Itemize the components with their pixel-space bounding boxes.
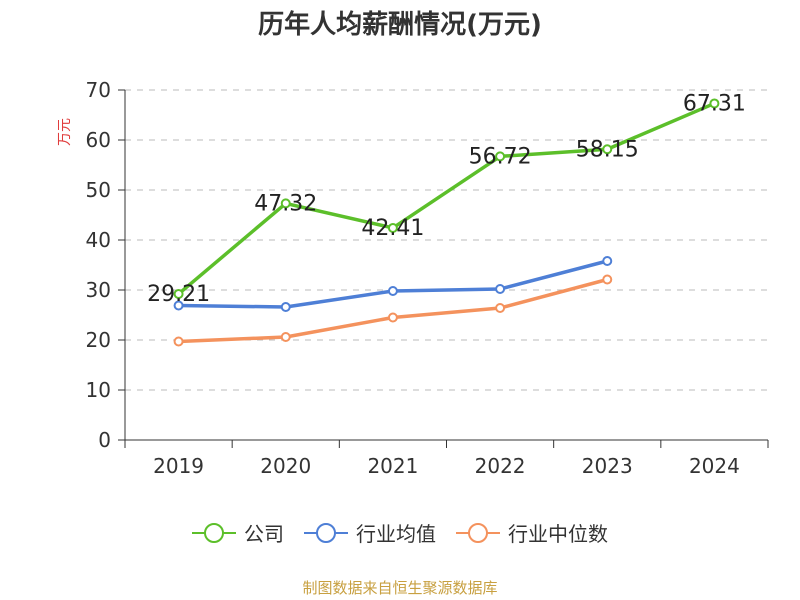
legend-item-industry-mean[interactable]: 行业均值 — [304, 518, 436, 547]
legend-item-company[interactable]: 公司 — [192, 518, 284, 547]
y-tick-label: 60 — [86, 128, 111, 152]
data-point — [280, 332, 291, 342]
legend-label-company: 公司 — [244, 522, 284, 546]
data-point — [495, 303, 506, 313]
y-tick-label: 40 — [86, 228, 111, 252]
x-tick-label: 2021 — [367, 454, 418, 478]
legend-marker-company — [192, 522, 236, 543]
series-line-0 — [177, 101, 716, 296]
legend-marker-industry-mean — [304, 522, 348, 543]
y-tick-label: 10 — [86, 378, 111, 402]
data-point — [280, 302, 291, 312]
chart-title: 历年人均薪酬情况(万元) — [258, 10, 542, 40]
data-label: 58.15 — [576, 137, 639, 162]
data-label: 56.72 — [469, 144, 532, 169]
data-point — [387, 312, 398, 323]
data-point — [280, 198, 291, 209]
series-line-1 — [178, 259, 608, 309]
y-tick-label: 70 — [86, 78, 111, 102]
legend-label-industry-mean: 行业均值 — [356, 522, 436, 546]
legend-label-industry-median: 行业中位数 — [508, 522, 608, 546]
x-tick-label: 2024 — [689, 454, 740, 478]
data-point — [173, 336, 184, 347]
data-point — [387, 286, 398, 296]
data-point — [602, 144, 613, 155]
data-label: 47.32 — [254, 191, 317, 216]
x-tick-label: 2022 — [475, 454, 526, 478]
data-point — [709, 98, 720, 109]
source-note: 制图数据来自恒生聚源数据库 — [302, 579, 498, 597]
data-label: 42.41 — [361, 216, 424, 241]
data-label: 67.31 — [683, 91, 746, 116]
data-point — [387, 222, 398, 233]
x-tick-label: 2023 — [582, 454, 633, 478]
x-tick-label: 2019 — [153, 454, 204, 478]
data-point — [495, 284, 506, 294]
data-point — [173, 288, 184, 299]
data-point — [173, 300, 184, 311]
data-point — [602, 256, 613, 266]
y-tick-label: 20 — [86, 328, 111, 352]
y-tick-label: 0 — [98, 428, 111, 452]
legend-marker-industry-median — [456, 522, 500, 543]
y-tick-label: 30 — [86, 278, 111, 302]
data-label: 29.21 — [147, 282, 210, 307]
data-point — [602, 274, 613, 285]
x-tick-label: 2020 — [260, 454, 311, 478]
legend: 公司 行业均值 行业中位数 — [0, 518, 800, 547]
data-point — [495, 151, 506, 162]
y-tick-label: 50 — [86, 178, 111, 202]
legend-item-industry-median[interactable]: 行业中位数 — [456, 518, 608, 547]
